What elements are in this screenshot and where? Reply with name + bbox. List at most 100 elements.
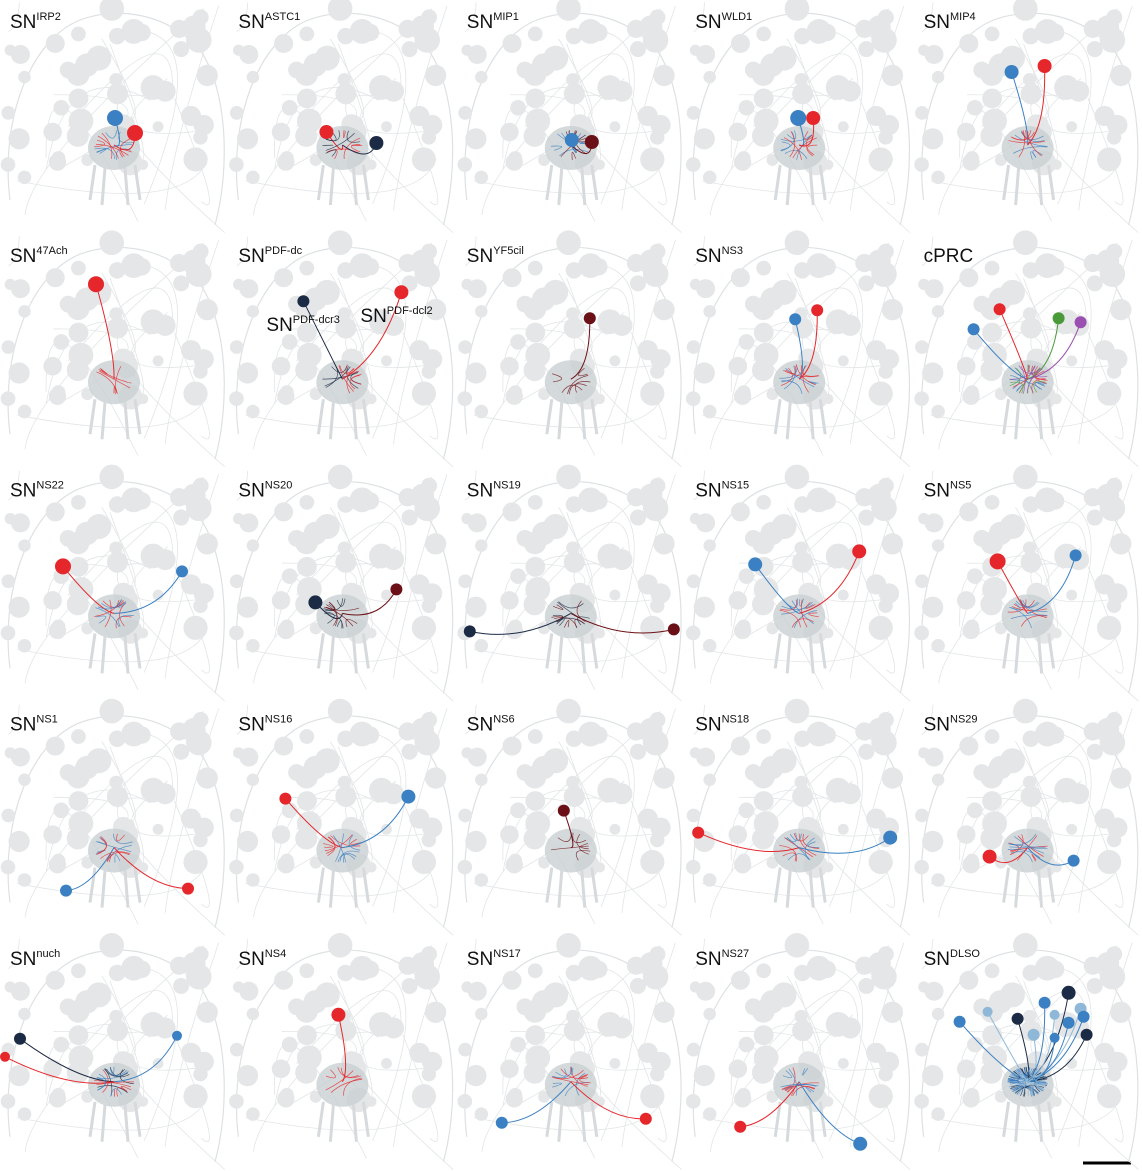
background-cell <box>1100 261 1125 286</box>
soma <box>331 1008 345 1022</box>
background-cell <box>869 850 893 874</box>
background-cell <box>247 71 259 83</box>
soma <box>1075 316 1087 328</box>
panel-label: SNWLD1 <box>695 11 752 33</box>
soma <box>640 1113 652 1125</box>
background-cell <box>99 230 124 255</box>
background-cell <box>739 568 755 584</box>
background-cell <box>315 982 340 1007</box>
panel: SNNS6 <box>457 699 681 935</box>
background-cell <box>611 790 622 801</box>
label-text: SN <box>360 306 386 327</box>
background-cell <box>703 171 717 185</box>
background-cell <box>381 121 392 132</box>
background-cell <box>1107 599 1121 613</box>
background-cell <box>965 619 979 633</box>
background-cell <box>694 1065 715 1086</box>
background-cell <box>52 619 66 633</box>
background-cell <box>687 340 701 354</box>
background-cell <box>839 556 850 567</box>
background-cell <box>328 465 353 490</box>
background-cell <box>915 340 929 354</box>
panel: SNNS5 <box>914 465 1138 701</box>
background-cell <box>409 106 429 126</box>
background-cell <box>729 123 748 142</box>
background-cell <box>823 160 833 170</box>
background-cell <box>1094 106 1114 126</box>
background-cell <box>640 616 664 640</box>
label-text: SN <box>695 480 721 501</box>
background-cell <box>839 322 850 333</box>
background-cell <box>383 87 394 98</box>
background-cell <box>246 639 260 653</box>
background-cell <box>297 343 322 368</box>
background-cell <box>138 160 148 170</box>
background-cell <box>556 230 581 255</box>
background-cell <box>282 568 298 584</box>
background-cell <box>1107 1067 1121 1081</box>
label-superscript: NS15 <box>722 479 750 491</box>
background-cell <box>729 1060 748 1079</box>
background-cell <box>731 502 750 521</box>
background-cell <box>1035 722 1060 747</box>
soma <box>585 135 599 149</box>
background-cell <box>295 532 318 555</box>
background-cell <box>366 1096 376 1106</box>
background-cell <box>328 933 353 958</box>
background-cell <box>121 19 146 44</box>
soma <box>369 136 383 150</box>
background-cell <box>69 343 94 368</box>
background-cell <box>86 514 111 539</box>
background-cell <box>524 63 547 86</box>
soma <box>853 1137 867 1151</box>
background-cell <box>650 364 664 378</box>
background-cell <box>1 626 16 641</box>
background-cell <box>922 831 943 852</box>
soma <box>565 133 579 147</box>
background-cell <box>18 171 32 185</box>
background-cell <box>653 767 674 788</box>
label-text: SN <box>467 480 493 501</box>
soma <box>852 544 866 558</box>
background-cell <box>458 809 472 823</box>
background-cell <box>823 628 833 638</box>
panel-label: SNMIP4 <box>924 11 976 33</box>
background-cell <box>1068 87 1079 98</box>
background-cell <box>756 495 771 510</box>
background-cell <box>272 1060 291 1079</box>
background-cell <box>299 963 314 978</box>
background-cell <box>121 956 146 981</box>
background-cell <box>52 151 66 165</box>
background-cell <box>475 1008 487 1020</box>
background-cell <box>1107 364 1121 378</box>
background-cell <box>756 27 771 42</box>
background-cell <box>510 334 526 350</box>
background-cell <box>67 766 90 789</box>
background-cell <box>8 128 29 149</box>
panel-label: SNNS20 <box>238 479 292 501</box>
background-cell <box>500 1060 519 1079</box>
background-cell <box>1035 956 1060 981</box>
background-cell <box>246 873 260 887</box>
label-superscript: IRP2 <box>36 11 60 23</box>
background-cell <box>543 982 568 1007</box>
background-cell <box>350 19 375 44</box>
background-cell <box>425 65 446 86</box>
background-cell <box>1000 514 1025 539</box>
background-cell <box>866 340 886 360</box>
background-cell <box>328 230 353 255</box>
background-cell <box>274 268 293 287</box>
background-cell <box>461 747 472 758</box>
background-cell <box>43 591 62 610</box>
background-cell <box>729 591 748 610</box>
background-cell <box>931 1107 945 1121</box>
background-cell <box>233 513 244 524</box>
background-cell <box>1066 590 1077 601</box>
soma <box>789 313 801 325</box>
background-cell <box>703 71 715 83</box>
label-text: SN <box>238 949 264 970</box>
background-cell <box>985 261 1000 276</box>
background-cell <box>1021 318 1042 339</box>
background-cell <box>500 123 519 142</box>
background-cell <box>183 850 207 874</box>
